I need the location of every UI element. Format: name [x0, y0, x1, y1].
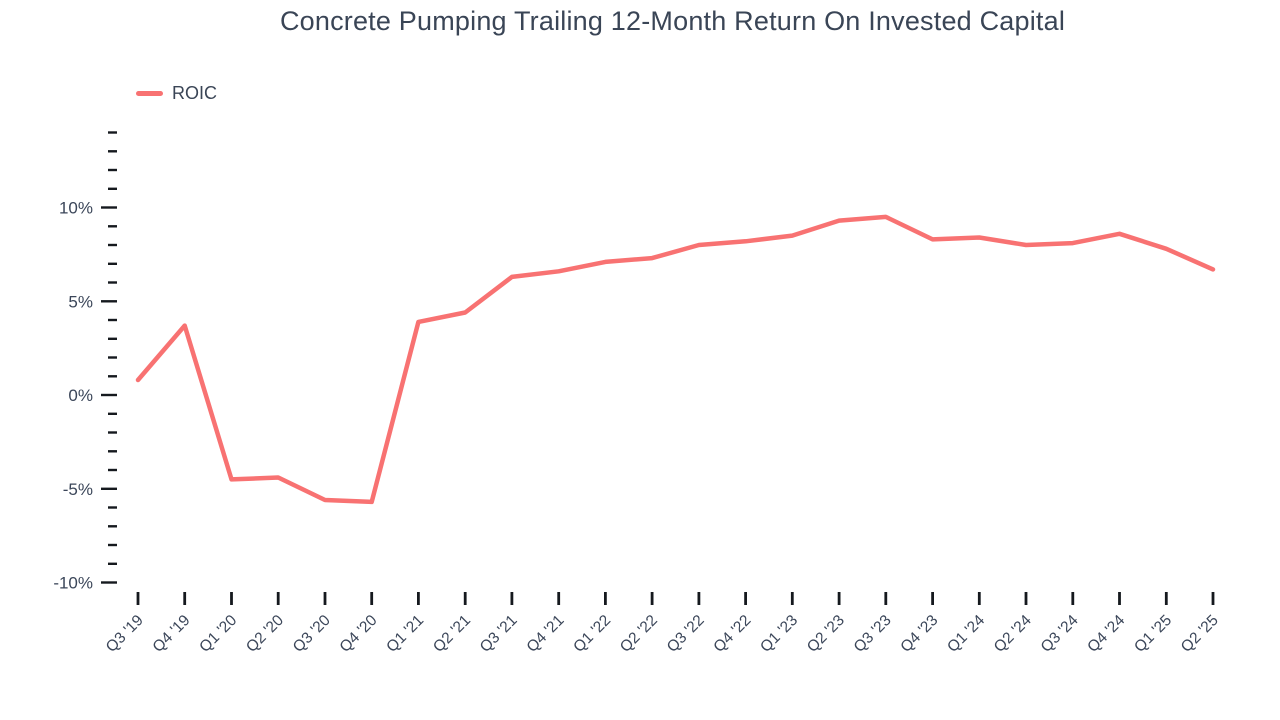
legend: ROIC	[136, 83, 217, 104]
x-axis-tick-label: Q1 '20	[196, 612, 240, 656]
y-axis-tick-label: -5%	[63, 480, 93, 499]
x-axis-tick-label: Q2 '24	[991, 612, 1035, 656]
x-axis-tick-label: Q3 '20	[290, 612, 334, 656]
legend-label: ROIC	[172, 83, 217, 103]
x-axis-tick-label: Q2 '25	[1178, 612, 1222, 656]
x-axis-tick-label: Q1 '21	[383, 612, 427, 656]
x-axis-tick-label: Q4 '24	[1084, 612, 1128, 656]
x-axis-tick-label: Q2 '21	[430, 612, 474, 656]
x-axis-tick-label: Q4 '23	[897, 612, 941, 656]
x-axis-tick-label: Q4 '19	[150, 612, 194, 656]
x-axis-tick-label: Q4 '20	[337, 612, 381, 656]
x-axis-tick-label: Q1 '25	[1131, 612, 1175, 656]
x-axis: Q3 '19 Q4 '19 Q1 '20 Q2 '20 Q3 '20 Q4 '20 Q1 '…	[103, 592, 1222, 656]
legend-swatch-icon	[136, 91, 163, 96]
x-axis-tick-label: Q2 '22	[617, 612, 661, 656]
x-axis-tick-label: Q1 '24	[944, 612, 988, 656]
x-axis-tick-label: Q1 '22	[570, 612, 614, 656]
legend-item-roic[interactable]: ROIC	[136, 83, 217, 104]
y-axis-tick-label: 0%	[68, 386, 93, 405]
roic-line-series[interactable]	[135, 214, 1216, 505]
x-axis-tick-label: Q3 '24	[1038, 612, 1082, 656]
x-axis-tick-label: Q1 '23	[757, 612, 801, 656]
y-axis-tick-label: 5%	[68, 292, 93, 311]
y-axis-tick-label: -10%	[53, 574, 93, 593]
x-axis-tick-label: Q3 '19	[103, 612, 147, 656]
chart-title: Concrete Pumping Trailing 12-Month Retur…	[279, 6, 1066, 36]
x-axis-tick-label: Q2 '20	[243, 612, 287, 656]
y-axis-tick-label: 10%	[59, 199, 93, 218]
y-axis: -10% -5% 0% 5% 10%	[53, 131, 117, 593]
x-axis-tick-label: Q4 '22	[710, 612, 754, 656]
x-axis-tick-label: Q3 '21	[477, 612, 521, 656]
x-axis-tick-label: Q3 '22	[664, 612, 708, 656]
x-axis-tick-label: Q4 '21	[524, 612, 568, 656]
x-axis-tick-label: Q3 '23	[851, 612, 895, 656]
x-axis-tick-label: Q2 '23	[804, 612, 848, 656]
